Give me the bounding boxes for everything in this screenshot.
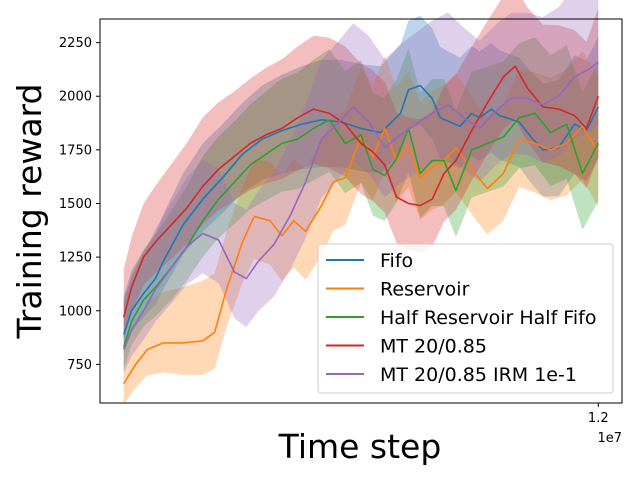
x-tick-label: 1.2 (588, 411, 609, 426)
legend-label: Half Reservoir Half Fifo (380, 307, 596, 329)
legend-label: MT 20/0.85 IRM 1e-1 (380, 364, 577, 386)
series-line-mt-20-0-85-irm-1e-1 (122, 61, 599, 350)
band-reservoir (123, 51, 599, 405)
x-axis-label: Time step (278, 427, 442, 466)
legend-label: MT 20/0.85 (380, 336, 487, 358)
plot-frame (99, 18, 623, 404)
y-tick-label: 2250 (59, 36, 92, 51)
y-tick-label: 1000 (59, 304, 92, 319)
band-mt-20-0-85 (123, 0, 599, 340)
legend-label: Fifo (380, 250, 413, 272)
x-axis-ticks: 1.2 (588, 403, 609, 426)
y-tick-label: 1750 (59, 143, 92, 158)
y-axis-ticks: 750 1000 1250 1500 1750 2000 2250 (59, 36, 100, 373)
band-half-reservoir-half-fifo (123, 37, 599, 369)
legend-label: Reservoir (380, 279, 470, 301)
confidence-bands (123, 0, 599, 405)
band-mt-20-0-85-irm-1e-1 (123, 0, 599, 374)
legend-box (317, 243, 614, 394)
x-offset-label: 1e7 (597, 431, 622, 446)
band-fifo (123, 15, 599, 354)
y-tick-label: 1250 (59, 251, 92, 266)
legend: Fifo Reservoir Half Reservoir Half Fifo MT … (317, 243, 614, 394)
series-line-mt-20-0-85 (122, 65, 600, 318)
series-line-fifo (122, 84, 600, 335)
y-tick-label: 1500 (59, 197, 92, 212)
y-tick-label: 2000 (59, 90, 92, 105)
y-tick-label: 750 (67, 358, 92, 373)
series-lines (122, 61, 600, 385)
y-axis-label: Training reward (10, 84, 49, 340)
series-line-half-reservoir-half-fifo (122, 112, 600, 348)
